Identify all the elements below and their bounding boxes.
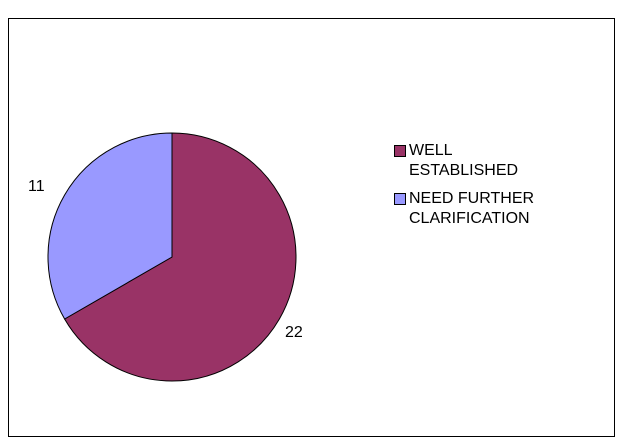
pie-slice-need-further-clarification [47, 132, 173, 320]
legend: WELL ESTABLISHED NEED FURTHER CLARIFICAT… [394, 141, 594, 237]
pie-slice-well-established [63, 132, 297, 382]
legend-swatch-well-established [394, 145, 406, 157]
data-label-well-established: 22 [285, 324, 303, 341]
legend-label-well-established: WELL ESTABLISHED [409, 142, 519, 179]
legend-item-well-established: WELL ESTABLISHED [394, 141, 594, 181]
data-label-need-further-clarification: 11 [28, 178, 45, 195]
legend-label-need-further-clarification: NEED FURTHER CLARIFICATION [409, 190, 535, 227]
legend-item-need-further-clarification: NEED FURTHER CLARIFICATION [394, 189, 594, 229]
legend-swatch-need-further-clarification [394, 193, 406, 205]
